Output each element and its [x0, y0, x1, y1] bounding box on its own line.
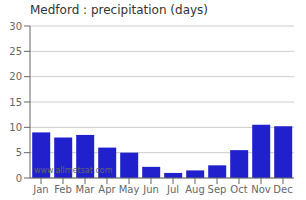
svg-text:Oct: Oct: [230, 184, 247, 195]
svg-text:Jul: Jul: [166, 184, 179, 195]
svg-text:Nov: Nov: [251, 184, 271, 195]
svg-text:15: 15: [9, 97, 22, 108]
html-text:Medford : precipitation (days): Medford : precipitation (days): [30, 3, 208, 17]
svg-text:Jun: Jun: [142, 184, 159, 195]
svg-text:5: 5: [16, 147, 22, 158]
svg-text:Apr: Apr: [98, 184, 116, 195]
svg-text:0: 0: [16, 173, 22, 184]
html-text:www.allmetsat.com: www.allmetsat.com: [34, 166, 113, 175]
svg-text:Feb: Feb: [54, 184, 72, 195]
svg-text:Sep: Sep: [208, 184, 227, 195]
svg-text:30: 30: [9, 21, 22, 32]
svg-text:Jan: Jan: [32, 184, 48, 195]
svg-text:Aug: Aug: [185, 184, 205, 195]
svg-text:Mar: Mar: [76, 184, 96, 195]
svg-text:May: May: [119, 184, 140, 195]
svg-text:Dec: Dec: [273, 184, 292, 195]
svg-text:20: 20: [9, 71, 22, 82]
svg-text:25: 25: [9, 46, 22, 57]
svg-text:10: 10: [9, 122, 22, 133]
